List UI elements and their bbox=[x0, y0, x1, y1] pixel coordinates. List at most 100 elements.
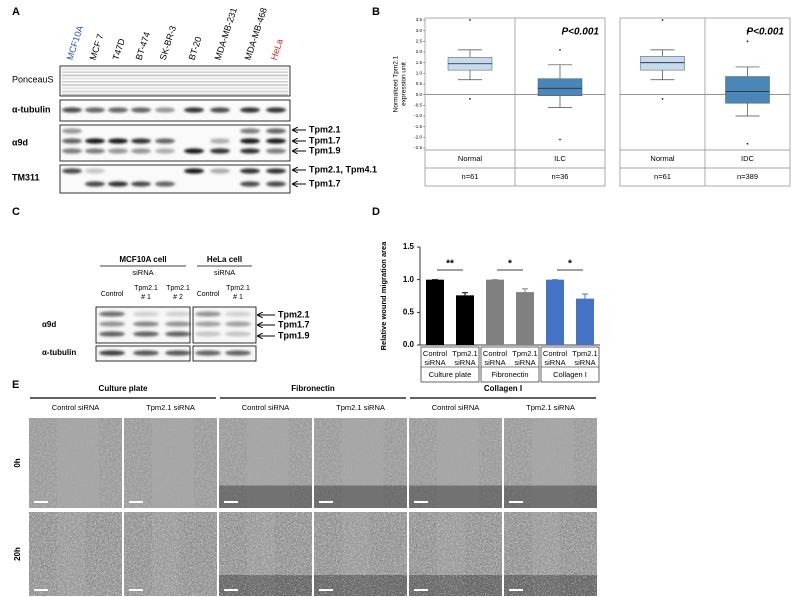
band bbox=[62, 107, 82, 113]
cell-sparkle bbox=[124, 512, 217, 596]
cell-sparkle bbox=[29, 512, 122, 596]
cell-sparkle bbox=[409, 512, 502, 596]
band bbox=[240, 107, 260, 113]
band-label: Tpm1.7 bbox=[309, 178, 341, 188]
column-label: Tpm2.1 siRNA bbox=[336, 403, 385, 412]
column-label: # 1 bbox=[141, 294, 151, 301]
band bbox=[133, 321, 159, 327]
band bbox=[155, 181, 175, 187]
category-label: IDC bbox=[741, 154, 755, 163]
column-label: Control bbox=[101, 291, 124, 298]
condition-label: Fibronectin bbox=[291, 384, 335, 393]
group-subtitle: siRNA bbox=[214, 268, 235, 277]
x-tick-label: Control bbox=[543, 349, 568, 358]
y-tick-label: 1.5 bbox=[416, 60, 423, 65]
outlier bbox=[661, 19, 664, 21]
y-tick-label: -1.5 bbox=[414, 124, 422, 129]
band bbox=[225, 321, 251, 327]
band bbox=[165, 350, 191, 356]
x-tick-label: siRNA bbox=[544, 358, 565, 367]
wound-gap bbox=[246, 418, 289, 508]
y-tick-label: 3.0 bbox=[416, 28, 423, 33]
band bbox=[155, 138, 175, 144]
category-label: ILC bbox=[554, 154, 566, 163]
condition-label: Culture plate bbox=[99, 384, 148, 393]
column-label: Tpm2.1 bbox=[226, 285, 250, 292]
row-label: PonceauS bbox=[12, 74, 54, 84]
significance: * bbox=[508, 259, 512, 270]
y-axis-label: expression unit bbox=[401, 62, 408, 106]
band bbox=[266, 168, 286, 174]
band-label: Tpm2.1 bbox=[309, 124, 341, 134]
row-label: α-tubulin bbox=[42, 348, 76, 357]
count-label: n=61 bbox=[462, 172, 479, 181]
band-label: Tpm1.9 bbox=[309, 145, 341, 155]
x-tick-label: Control bbox=[483, 349, 508, 358]
panel-label: A bbox=[12, 6, 20, 18]
group-box bbox=[480, 346, 540, 383]
blot bbox=[192, 345, 257, 362]
column-label: Control bbox=[197, 291, 220, 298]
column-label: # 1 bbox=[233, 294, 243, 301]
box bbox=[537, 78, 583, 96]
lane-label: MDA-MB-231 bbox=[213, 6, 239, 61]
row-label: α-tubulin bbox=[12, 104, 51, 114]
bar bbox=[456, 295, 474, 345]
band bbox=[225, 350, 251, 356]
y-tick-label: 0.0 bbox=[403, 340, 415, 349]
band-label: Tpm1.7 bbox=[278, 319, 310, 329]
band bbox=[131, 181, 151, 187]
category-label: Normal bbox=[650, 154, 675, 163]
band bbox=[195, 321, 221, 327]
outlier bbox=[746, 142, 749, 145]
box bbox=[640, 56, 685, 71]
column-label: Tpm2.1 siRNA bbox=[526, 403, 575, 412]
lane-label: T47D bbox=[111, 37, 127, 61]
blot bbox=[59, 65, 291, 97]
cell-sparkle bbox=[504, 512, 597, 596]
y-tick-label: 3.5 bbox=[416, 17, 423, 22]
annotation: P<0.001 bbox=[746, 27, 784, 38]
column-label: Tpm2.1 bbox=[166, 285, 190, 292]
y-tick-label: -2.0 bbox=[414, 135, 422, 140]
annotation: P<0.001 bbox=[561, 27, 599, 38]
row-label: 20h bbox=[13, 547, 22, 561]
band bbox=[62, 148, 82, 154]
x-tick-label: siRNA bbox=[574, 358, 595, 367]
band bbox=[225, 331, 251, 337]
band bbox=[240, 148, 260, 154]
band bbox=[240, 181, 260, 187]
band-label: Tpm2.1 bbox=[278, 309, 310, 319]
band bbox=[210, 138, 230, 144]
wound-gap bbox=[151, 418, 194, 508]
wound-gap bbox=[436, 418, 479, 508]
panel-label: B bbox=[372, 6, 380, 18]
band bbox=[195, 350, 221, 356]
band bbox=[240, 128, 260, 134]
band bbox=[266, 138, 286, 144]
y-tick-label: 0.5 bbox=[403, 307, 415, 316]
band bbox=[99, 350, 125, 356]
count-label: n=36 bbox=[552, 172, 569, 181]
lane-label: MDA-MB-468 bbox=[243, 6, 269, 61]
panel-label: D bbox=[372, 206, 380, 218]
y-tick-label: 2.5 bbox=[416, 39, 423, 44]
micrograph-shade bbox=[409, 485, 502, 508]
bar bbox=[426, 279, 444, 345]
y-axis-label: Normalized Tpm2.1 bbox=[393, 55, 400, 112]
band bbox=[210, 107, 230, 113]
band bbox=[108, 107, 128, 113]
band bbox=[85, 138, 105, 144]
group-box bbox=[420, 346, 480, 383]
y-tick-label: 1.0 bbox=[416, 71, 423, 76]
band bbox=[210, 168, 230, 174]
band bbox=[131, 107, 151, 113]
band bbox=[85, 107, 105, 113]
group-subtitle: siRNA bbox=[132, 268, 153, 277]
band bbox=[155, 148, 175, 154]
box bbox=[725, 76, 770, 104]
band bbox=[131, 148, 151, 154]
x-tick-label: Tpm2.1 bbox=[572, 349, 597, 358]
